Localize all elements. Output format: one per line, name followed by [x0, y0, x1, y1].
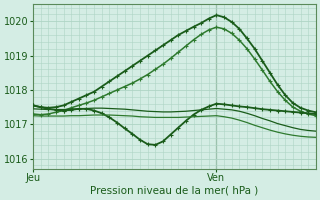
X-axis label: Pression niveau de la mer( hPa ): Pression niveau de la mer( hPa )	[90, 186, 259, 196]
